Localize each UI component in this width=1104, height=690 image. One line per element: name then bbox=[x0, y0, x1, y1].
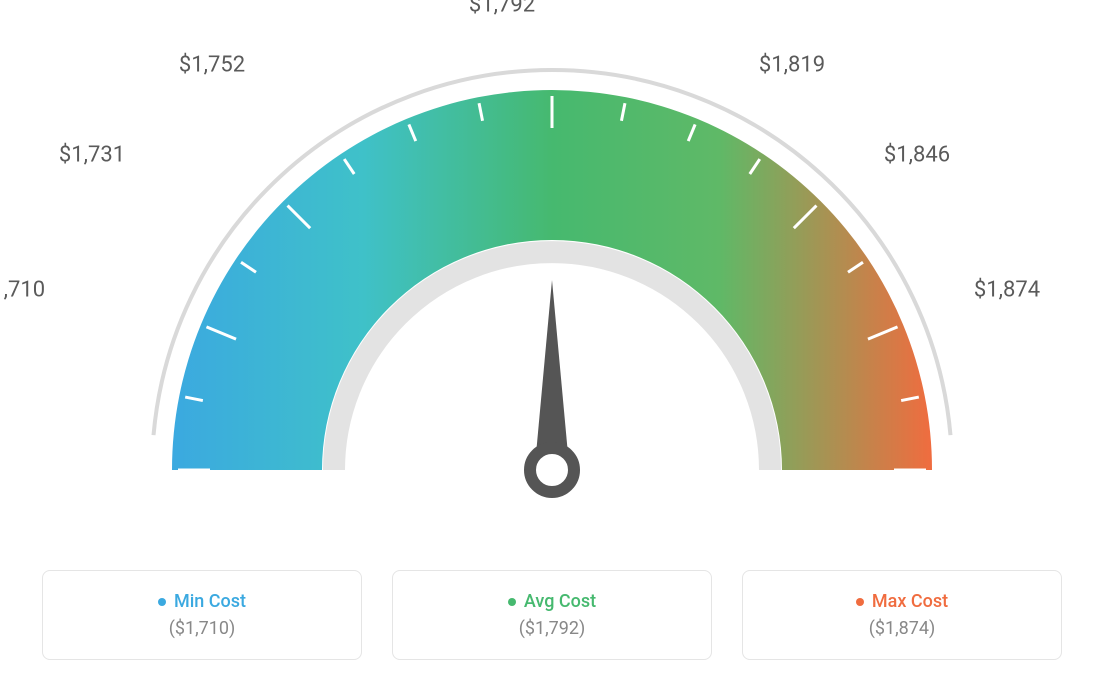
legend-label-max: Max Cost bbox=[872, 591, 948, 612]
legend-label-avg: Avg Cost bbox=[524, 591, 596, 612]
gauge-tick-label: $1,819 bbox=[759, 53, 825, 78]
gauge-tick-label: $1,792 bbox=[469, 0, 535, 18]
legend-card-avg: Avg Cost ($1,792) bbox=[392, 570, 712, 660]
legend-dot-min bbox=[158, 598, 166, 606]
legend-title-min: Min Cost bbox=[158, 591, 246, 612]
legend-value-max: ($1,874) bbox=[869, 618, 936, 639]
legend-card-min: Min Cost ($1,710) bbox=[42, 570, 362, 660]
gauge-tick-label: $1,731 bbox=[59, 143, 125, 168]
legend-title-avg: Avg Cost bbox=[508, 591, 596, 612]
legend-value-avg: ($1,792) bbox=[519, 618, 586, 639]
legend-value-min: ($1,710) bbox=[169, 618, 236, 639]
gauge-tick-label: $1,752 bbox=[179, 53, 245, 78]
legend-dot-avg bbox=[508, 598, 516, 606]
legend-card-max: Max Cost ($1,874) bbox=[742, 570, 1062, 660]
gauge-svg bbox=[2, 20, 1102, 540]
legend-dot-max bbox=[856, 598, 864, 606]
legend-label-min: Min Cost bbox=[174, 591, 246, 612]
gauge-tick-label: $1,710 bbox=[0, 278, 45, 303]
legend-row: Min Cost ($1,710) Avg Cost ($1,792) Max … bbox=[42, 570, 1062, 660]
gauge-tick-label: $1,846 bbox=[884, 143, 950, 168]
cost-gauge-chart: $1,710$1,731$1,752$1,792$1,819$1,846$1,8… bbox=[102, 50, 1002, 550]
gauge-tick-label: $1,874 bbox=[974, 278, 1040, 303]
legend-title-max: Max Cost bbox=[856, 591, 948, 612]
